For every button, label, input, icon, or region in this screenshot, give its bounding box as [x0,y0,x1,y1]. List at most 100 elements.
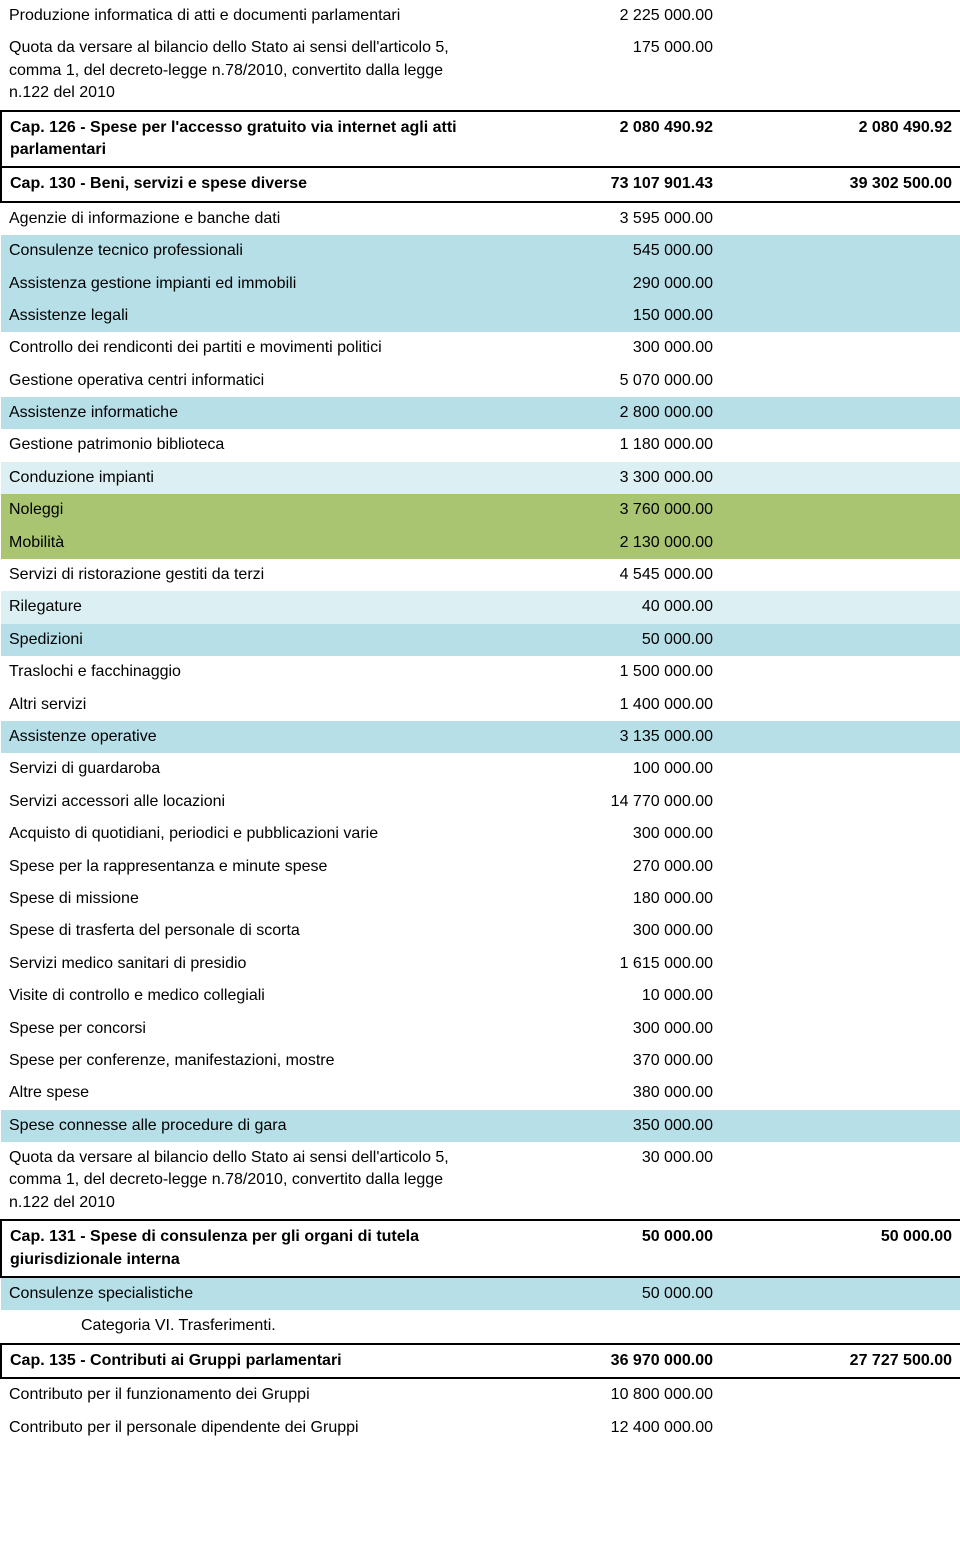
row-label: Quota da versare al bilancio dello Stato… [1,1142,481,1220]
row-label: Servizi di guardaroba [1,753,481,785]
row-value-1: 370 000.00 [481,1045,721,1077]
row-label: Visite di controllo e medico collegiali [1,980,481,1012]
row-value-2: 2 080 490.92 [721,111,960,168]
table-row: Altre spese380 000.00 [1,1077,960,1109]
table-row: Spese per concorsi300 000.00 [1,1013,960,1045]
row-value-1: 1 180 000.00 [481,429,721,461]
row-value-2 [721,32,960,110]
row-value-1: 300 000.00 [481,818,721,850]
row-value-1: 2 800 000.00 [481,397,721,429]
row-label: Mobilità [1,527,481,559]
row-value-1: 5 070 000.00 [481,365,721,397]
row-value-1: 350 000.00 [481,1110,721,1142]
table-row: Cap. 131 - Spese di consulenza per gli o… [1,1220,960,1277]
row-label: Spese connesse alle procedure di gara [1,1110,481,1142]
row-value-2 [721,1013,960,1045]
table-row: Rilegature40 000.00 [1,591,960,623]
row-value-2 [721,235,960,267]
table-row: Contributo per il funzionamento dei Grup… [1,1378,960,1411]
table-row: Consulenze tecnico professionali545 000.… [1,235,960,267]
row-label: Assistenza gestione impianti ed immobili [1,268,481,300]
table-row: Spese di missione180 000.00 [1,883,960,915]
table-row: Spese per conferenze, manifestazioni, mo… [1,1045,960,1077]
table-row: Traslochi e facchinaggio1 500 000.00 [1,656,960,688]
table-row: Visite di controllo e medico collegiali1… [1,980,960,1012]
table-row: Produzione informatica di atti e documen… [1,0,960,32]
row-value-2 [721,527,960,559]
row-value-2 [721,462,960,494]
row-value-1: 300 000.00 [481,1013,721,1045]
table-row: Acquisto di quotidiani, periodici e pubb… [1,818,960,850]
table-row: Assistenze operative3 135 000.00 [1,721,960,753]
row-value-2 [721,753,960,785]
table-row: Servizi medico sanitari di presidio1 615… [1,948,960,980]
row-value-2 [721,721,960,753]
row-value-2 [721,689,960,721]
row-value-1: 100 000.00 [481,753,721,785]
table-row: Mobilità2 130 000.00 [1,527,960,559]
row-label: Produzione informatica di atti e documen… [1,0,481,32]
row-label: Gestione operativa centri informatici [1,365,481,397]
table-row: Spedizioni50 000.00 [1,624,960,656]
row-label: Servizi accessori alle locazioni [1,786,481,818]
row-value-2 [721,1310,960,1343]
row-value-1: 1 615 000.00 [481,948,721,980]
row-label: Cap. 130 - Beni, servizi e spese diverse [1,167,481,201]
row-label: Altri servizi [1,689,481,721]
row-label: Categoria VI. Trasferimenti. [1,1310,481,1343]
row-value-2 [721,1077,960,1109]
row-label: Contributo per il personale dipendente d… [1,1412,481,1444]
row-value-2 [721,1277,960,1310]
row-value-2 [721,300,960,332]
table-row: Altri servizi1 400 000.00 [1,689,960,721]
row-label: Servizi medico sanitari di presidio [1,948,481,980]
row-label: Traslochi e facchinaggio [1,656,481,688]
row-label: Contributo per il funzionamento dei Grup… [1,1378,481,1411]
row-label: Quota da versare al bilancio dello Stato… [1,32,481,110]
table-row: Quota da versare al bilancio dello Stato… [1,1142,960,1220]
table-row: Conduzione impianti3 300 000.00 [1,462,960,494]
table-row: Quota da versare al bilancio dello Stato… [1,32,960,110]
row-value-1: 175 000.00 [481,32,721,110]
table-row: Spese di trasferta del personale di scor… [1,915,960,947]
budget-table: Produzione informatica di atti e documen… [0,0,960,1444]
row-value-1: 180 000.00 [481,883,721,915]
row-value-1 [481,1310,721,1343]
row-value-2 [721,818,960,850]
row-value-1: 14 770 000.00 [481,786,721,818]
row-value-1: 270 000.00 [481,851,721,883]
row-value-1: 3 595 000.00 [481,202,721,235]
table-row: Assistenza gestione impianti ed immobili… [1,268,960,300]
row-label: Assistenze legali [1,300,481,332]
table-row: Consulenze specialistiche50 000.00 [1,1277,960,1310]
table-row: Cap. 130 - Beni, servizi e spese diverse… [1,167,960,201]
row-value-1: 3 135 000.00 [481,721,721,753]
row-label: Spese di missione [1,883,481,915]
row-value-1: 12 400 000.00 [481,1412,721,1444]
row-value-1: 3 300 000.00 [481,462,721,494]
table-row: Agenzie di informazione e banche dati3 5… [1,202,960,235]
row-label: Servizi di ristorazione gestiti da terzi [1,559,481,591]
table-row: Servizi accessori alle locazioni14 770 0… [1,786,960,818]
row-value-2 [721,332,960,364]
row-value-2: 27 727 500.00 [721,1344,960,1378]
row-value-2 [721,268,960,300]
row-label: Rilegature [1,591,481,623]
row-label: Noleggi [1,494,481,526]
row-value-2 [721,624,960,656]
row-value-1: 36 970 000.00 [481,1344,721,1378]
row-value-1: 3 760 000.00 [481,494,721,526]
row-value-2 [721,1110,960,1142]
row-value-1: 10 000.00 [481,980,721,1012]
row-value-2 [721,591,960,623]
row-label: Cap. 135 - Contributi ai Gruppi parlamen… [1,1344,481,1378]
table-row: Noleggi3 760 000.00 [1,494,960,526]
row-label: Consulenze tecnico professionali [1,235,481,267]
row-value-1: 2 080 490.92 [481,111,721,168]
row-label: Spese per conferenze, manifestazioni, mo… [1,1045,481,1077]
table-row: Gestione patrimonio biblioteca1 180 000.… [1,429,960,461]
row-value-1: 2 130 000.00 [481,527,721,559]
table-row: Controllo dei rendiconti dei partiti e m… [1,332,960,364]
row-value-2 [721,1412,960,1444]
row-label: Conduzione impianti [1,462,481,494]
